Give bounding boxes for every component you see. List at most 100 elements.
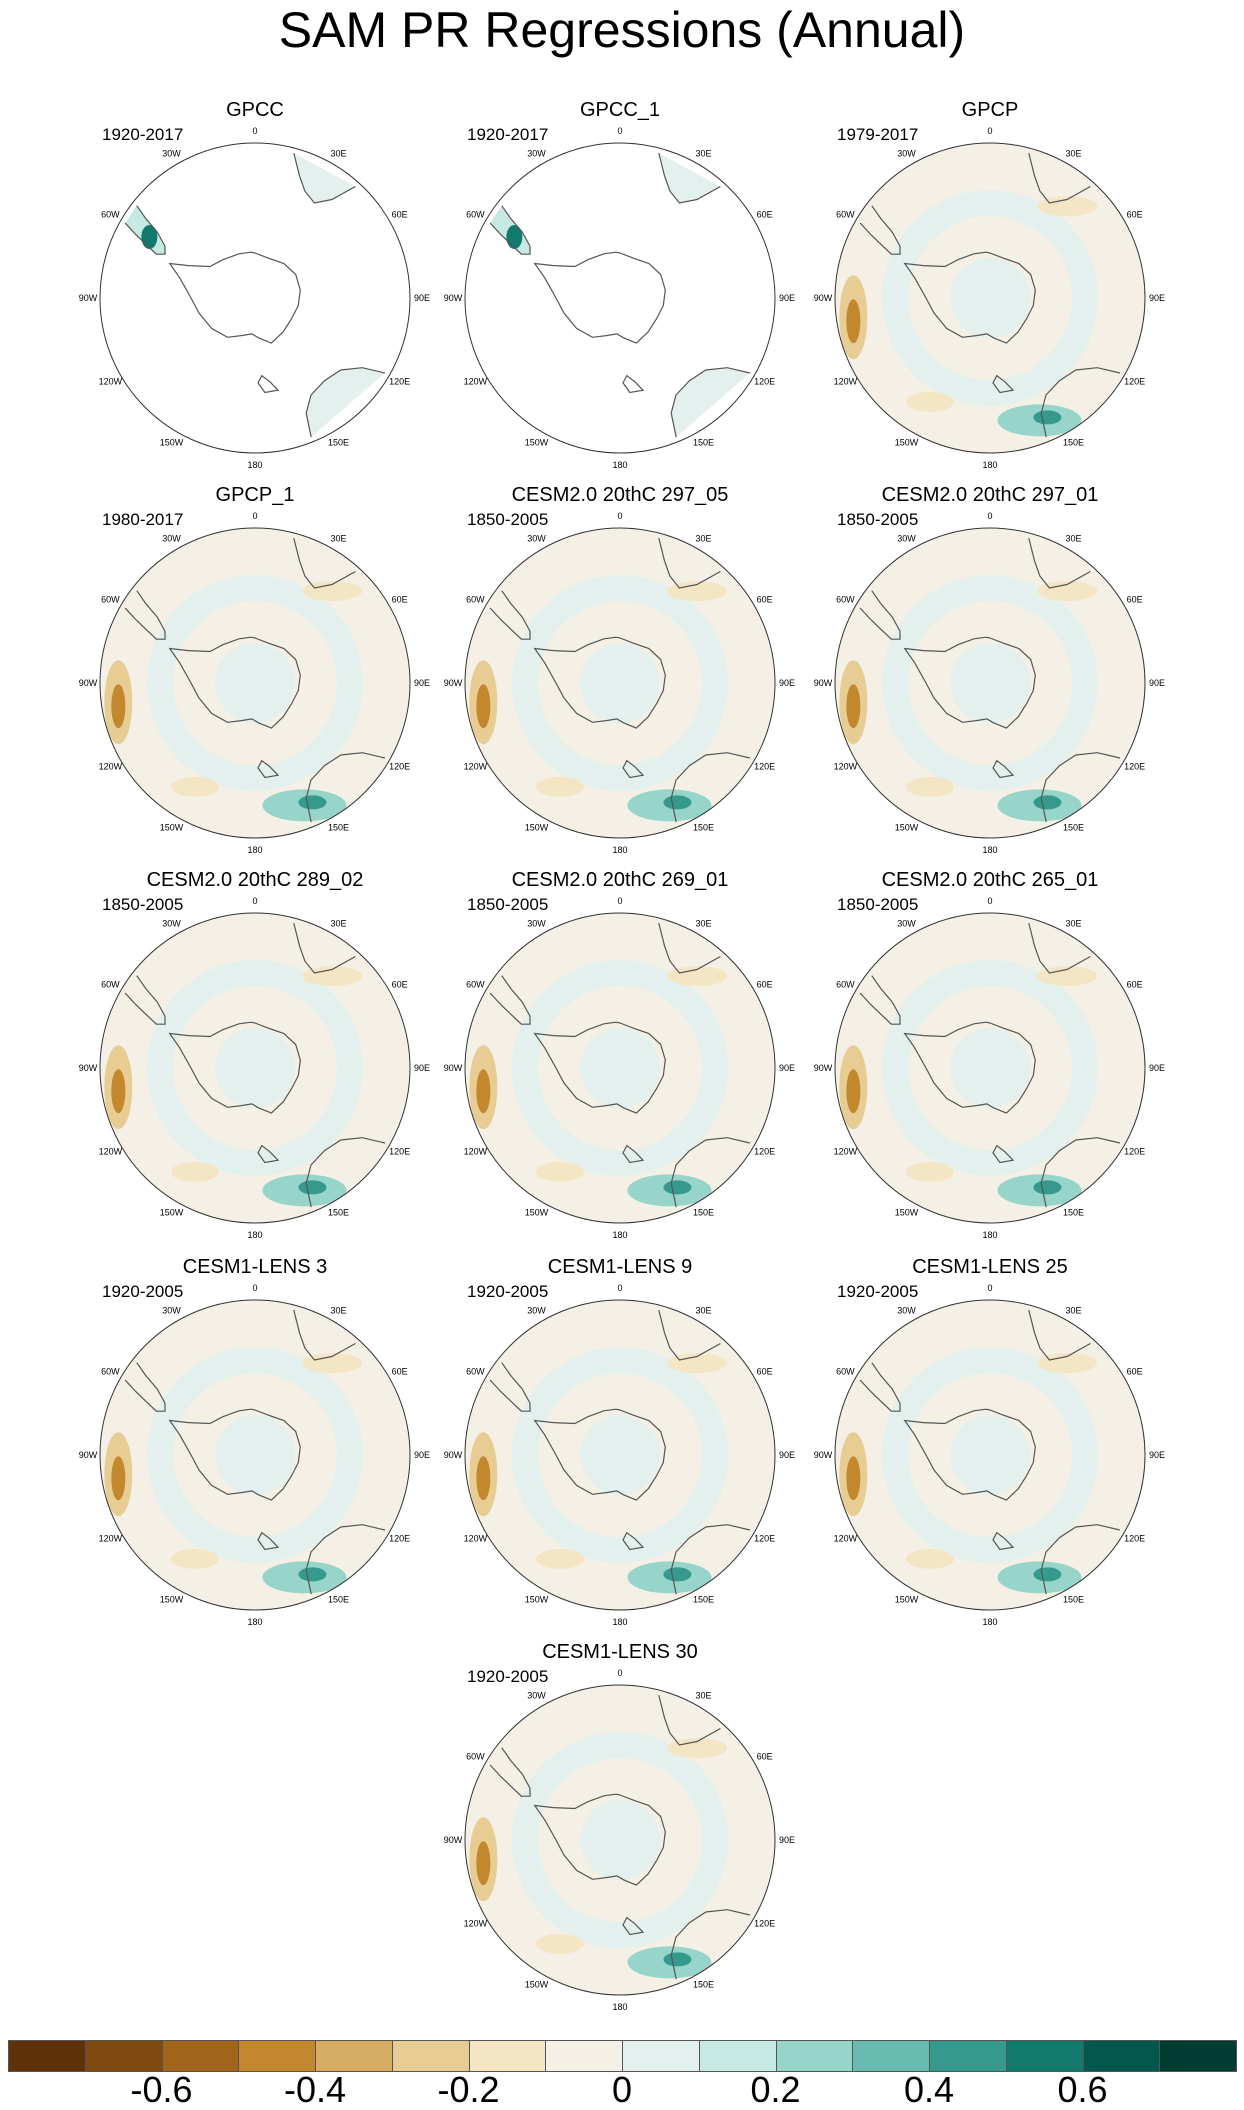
map-border: [834, 912, 1146, 1224]
longitude-label: 30E: [1065, 148, 1081, 158]
colorbar-swatch: [8, 2040, 86, 2072]
map-border: [464, 1684, 776, 1996]
colorbar-tick-label: -0.6: [130, 2069, 193, 2110]
longitude-label: 90E: [1149, 293, 1165, 303]
longitude-label: 150W: [160, 1208, 184, 1218]
map-border: [834, 527, 1146, 839]
regression-field: [465, 143, 775, 453]
longitude-label: 180: [247, 460, 262, 470]
panel-title: GPCP_1: [215, 484, 295, 506]
longitude-label: 0: [252, 1283, 257, 1293]
regression-field: [100, 528, 410, 838]
polar-map: 0 30E 60E 90E 120E 150E 180 150W 120W 90W 60W 30W: [814, 1283, 1165, 1627]
longitude-label: 30E: [695, 1305, 711, 1315]
longitude-label: 30W: [162, 148, 181, 158]
panel-title: CESM2.0 20thC 269_01: [511, 869, 729, 891]
longitude-label: 30W: [897, 533, 916, 543]
longitude-label: 120W: [464, 1534, 488, 1544]
longitude-label: 30E: [695, 533, 711, 543]
map-panel: CESM1-LENS 25 1920-2005 0 30E 60E 90E 120E 150E…: [814, 1255, 1165, 1627]
longitude-label: 30W: [527, 918, 546, 928]
panel-period: 1920-2017: [467, 125, 549, 144]
map-panel: CESM1-LENS 30 1920-2005 0 30E 60E 90E 120E 150E…: [444, 1640, 795, 2012]
longitude-label: 120W: [464, 762, 488, 772]
regression-field: [465, 1300, 775, 1610]
panel-title: CESM2.0 20thC 265_01: [881, 869, 1099, 891]
panel-period: 1920-2005: [467, 1667, 549, 1686]
colorbar-tick-label: 0.6: [1057, 2069, 1108, 2110]
colorbar-swatch: [161, 2040, 240, 2072]
colorbar-swatch: [622, 2040, 700, 2072]
longitude-label: 60E: [1127, 210, 1143, 220]
longitude-label: 150E: [328, 438, 349, 448]
longitude-label: 30E: [695, 918, 711, 928]
figure-title: SAM PR Regressions (Annual): [278, 2, 966, 58]
longitude-label: 150E: [328, 823, 349, 833]
longitude-label: 60E: [392, 980, 408, 990]
longitude-label: 90W: [814, 293, 833, 303]
longitude-label: 0: [252, 126, 257, 136]
longitude-label: 30E: [330, 148, 346, 158]
longitude-label: 150W: [525, 823, 549, 833]
colorbar-tick-label: 0.2: [750, 2069, 801, 2110]
longitude-label: 120W: [834, 1147, 858, 1157]
colorbar: [8, 2040, 1237, 2072]
longitude-label: 60W: [836, 980, 855, 990]
longitude-label: 30E: [1065, 533, 1081, 543]
longitude-label: 90E: [779, 1835, 795, 1845]
panel-period: 1920-2005: [102, 1282, 184, 1301]
longitude-label: 120W: [464, 377, 488, 387]
map-panel: GPCP_1 1980-2017 0 30E 60E 90E 120E 150E 180 150W…: [79, 483, 430, 855]
longitude-label: 180: [247, 845, 262, 855]
longitude-label: 120W: [99, 762, 123, 772]
longitude-label: 60W: [466, 210, 485, 220]
map-border: [99, 912, 411, 1224]
longitude-label: 120E: [754, 1147, 775, 1157]
longitude-label: 90W: [814, 1450, 833, 1460]
colorbar-swatch: [468, 2040, 547, 2072]
longitude-label: 30E: [330, 1305, 346, 1315]
polar-map: 0 30E 60E 90E 120E 150E 180 150W 120W 90W 60W 30W: [79, 126, 430, 470]
colorbar-tick-label: 0.4: [903, 2069, 955, 2110]
longitude-label: 60E: [1127, 1367, 1143, 1377]
colorbar-swatch: [852, 2040, 930, 2072]
longitude-label: 150W: [160, 1595, 184, 1605]
map-panel: GPCP 1979-2017 0 30E 60E 90E 120E 150E 180 150W 12…: [814, 98, 1165, 470]
polar-map: 0 30E 60E 90E 120E 150E 180 150W 120W 90W 60W 30W: [444, 1668, 795, 2012]
colorbar-swatch: [84, 2040, 163, 2072]
map-border: [464, 912, 776, 1224]
polar-map: 0 30E 60E 90E 120E 150E 180 150W 120W 90W 60W 30W: [444, 511, 795, 855]
regression-field: [100, 143, 410, 453]
map-panel: CESM1-LENS 3 1920-2005 0 30E 60E 90E 120E 150E 1…: [79, 1255, 430, 1627]
longitude-label: 60E: [392, 595, 408, 605]
longitude-label: 30W: [897, 918, 916, 928]
panel-period: 1920-2005: [467, 1282, 549, 1301]
map-panel: CESM2.0 20thC 297_01 1850-2005 0 30E 60E 90E 1…: [814, 483, 1165, 855]
longitude-label: 60W: [836, 1367, 855, 1377]
longitude-label: 30E: [695, 1690, 711, 1700]
longitude-label: 120E: [389, 1534, 410, 1544]
longitude-label: 150E: [328, 1208, 349, 1218]
panel-period: 1920-2005: [837, 1282, 919, 1301]
longitude-label: 30W: [527, 533, 546, 543]
longitude-label: 60E: [757, 1367, 773, 1377]
longitude-label: 120E: [1124, 1534, 1145, 1544]
longitude-label: 90E: [779, 1450, 795, 1460]
longitude-label: 0: [252, 896, 257, 906]
longitude-label: 90E: [779, 1063, 795, 1073]
longitude-label: 180: [612, 2002, 627, 2012]
regression-field: [465, 1685, 775, 1995]
longitude-label: 180: [612, 1617, 627, 1627]
longitude-label: 60E: [757, 210, 773, 220]
longitude-label: 150E: [1063, 1208, 1084, 1218]
coastlines: [489, 152, 751, 438]
longitude-label: 60E: [757, 1752, 773, 1762]
map-border: [464, 527, 776, 839]
longitude-label: 90E: [414, 293, 430, 303]
polar-map: 0 30E 60E 90E 120E 150E 180 150W 120W 90W 60W 30W: [444, 126, 795, 470]
longitude-label: 150W: [895, 1595, 919, 1605]
panel-period: 1850-2005: [837, 895, 919, 914]
polar-map: 0 30E 60E 90E 120E 150E 180 150W 120W 90W 60W 30W: [79, 511, 430, 855]
longitude-label: 60W: [466, 595, 485, 605]
longitude-label: 0: [987, 896, 992, 906]
